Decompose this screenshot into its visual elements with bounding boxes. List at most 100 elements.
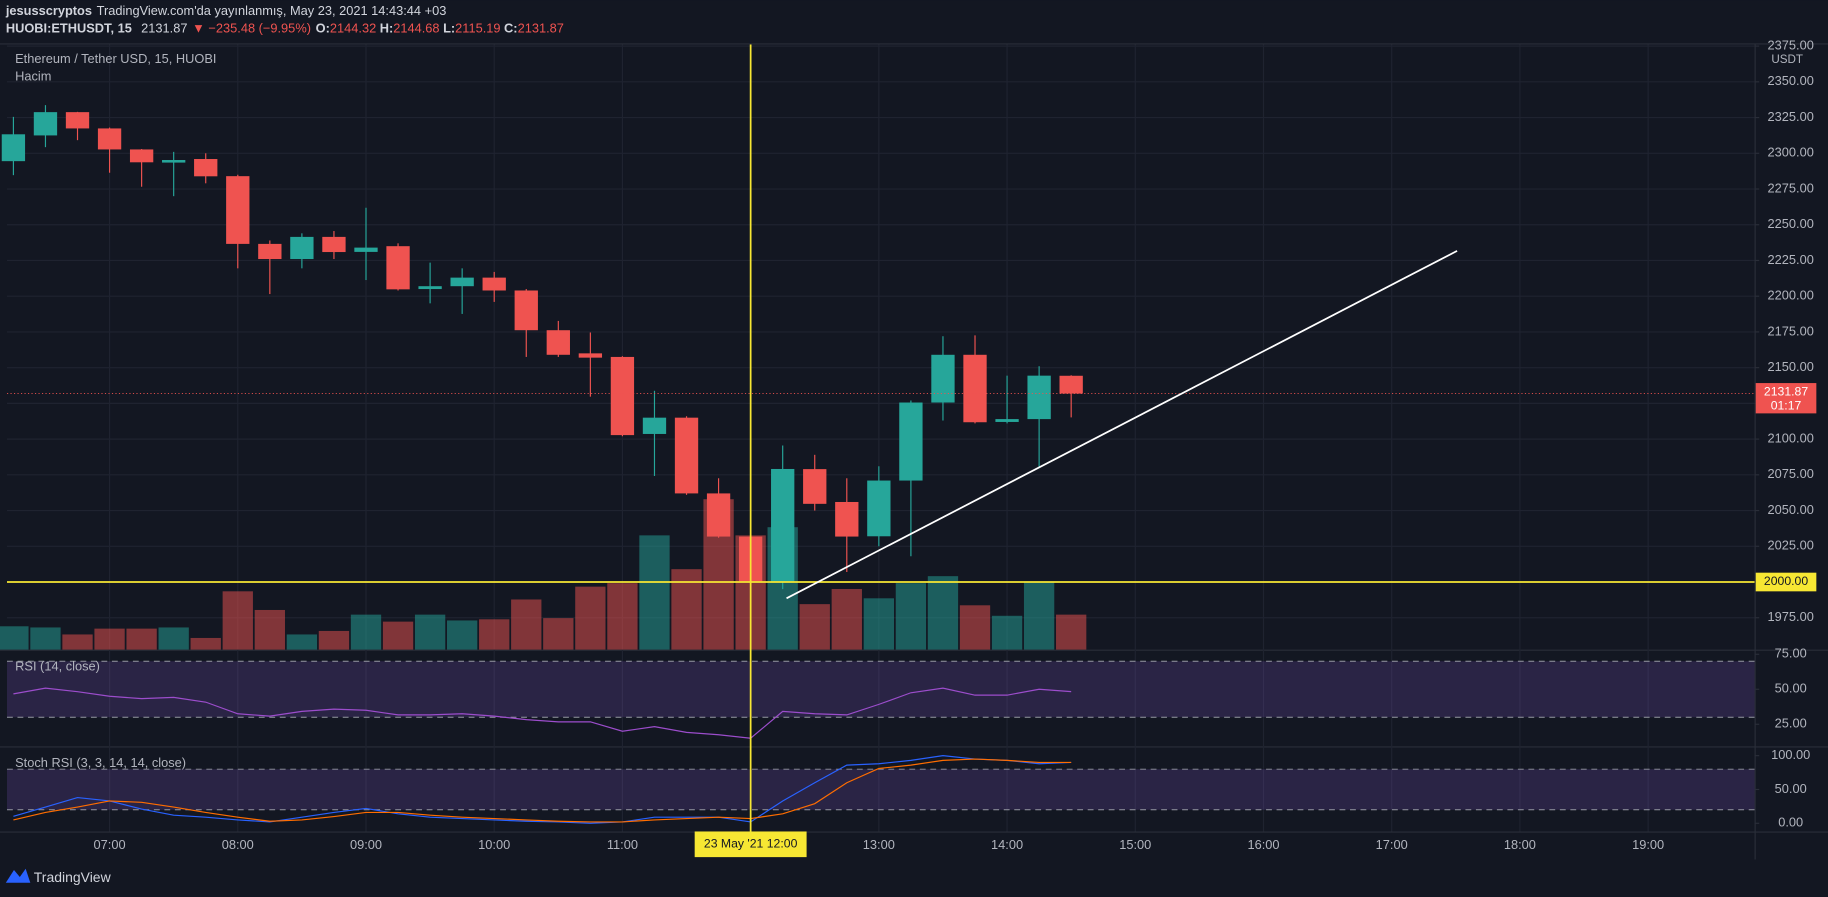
grid-layer — [0, 43, 1828, 860]
candle-body — [290, 236, 314, 260]
horizontal-line-label: 2000.00 — [1764, 574, 1808, 588]
volume-bar — [991, 615, 1023, 650]
candle-body — [995, 419, 1019, 422]
candle-body — [322, 236, 346, 253]
candle-body — [129, 149, 154, 163]
volume-bar — [94, 628, 125, 650]
candle-body — [931, 354, 955, 403]
y-tick-label: 2300.00 — [1768, 145, 1814, 160]
open-value: 2144.32 — [330, 21, 376, 36]
candle-body — [482, 277, 506, 291]
y-tick-label: 2200.00 — [1768, 288, 1814, 303]
candle-body — [1027, 375, 1051, 420]
indicator-line — [13, 758, 1072, 823]
candle-body — [803, 469, 827, 504]
candle-body — [226, 176, 250, 244]
trend-line — [786, 250, 1458, 600]
x-tick-label: 11:00 — [607, 837, 638, 852]
volume-title: Hacim — [15, 69, 51, 84]
author: jesusscryptos — [5, 3, 92, 18]
y-tick-label: 50.00 — [1775, 681, 1807, 696]
close-label: C: — [504, 21, 518, 36]
y-tick-label: 2050.00 — [1768, 502, 1814, 517]
close-value: 2131.87 — [518, 21, 564, 36]
symbol: HUOBI:ETHUSDT, 15 — [6, 21, 132, 36]
overlay-layer: 07:0008:0009:0010:0011:0012:0013:0014:00… — [6, 38, 1817, 858]
y-tick-label: 100.00 — [1771, 747, 1810, 762]
x-tick-label: 13:00 — [863, 837, 895, 852]
vertical-line-label: 23 May '21 12:00 — [704, 837, 798, 851]
candle-body — [835, 501, 859, 537]
volume-bar — [382, 621, 414, 650]
candle-body — [899, 402, 923, 481]
candle-body — [1, 134, 26, 162]
candle-body — [706, 493, 731, 537]
volume-bar — [126, 628, 157, 650]
y-tick-label: 25.00 — [1775, 716, 1807, 731]
candle-body — [546, 330, 570, 355]
brand-name: TradingView — [34, 869, 112, 885]
volume-bar — [414, 614, 446, 650]
volume-bar — [639, 535, 670, 650]
last-price-tag — [1755, 383, 1817, 414]
last-price-label: 2131.87 — [1764, 385, 1808, 399]
x-tick-label: 18:00 — [1504, 837, 1536, 852]
y-tick-label: 2175.00 — [1768, 323, 1814, 338]
candle-body — [963, 354, 987, 423]
volume-bar — [479, 619, 510, 650]
candle-body — [450, 277, 474, 287]
volume-bar — [286, 634, 318, 650]
candle-body — [610, 356, 635, 436]
indicator-line — [13, 755, 1072, 824]
last-price: 2131.87 — [141, 21, 187, 36]
candle-body — [33, 112, 58, 136]
volume-bar — [446, 620, 478, 650]
candle-body — [642, 417, 667, 434]
countdown-label: 01:17 — [1771, 399, 1802, 413]
volume-bar — [799, 604, 830, 650]
x-tick-label: 15:00 — [1119, 837, 1151, 852]
stoch-title: Stoch RSI (3, 3, 14, 14, close) — [15, 755, 186, 770]
candle-body — [258, 243, 282, 260]
candle-body — [97, 128, 122, 150]
volume-bar — [350, 614, 382, 650]
indicator-line — [13, 687, 1072, 739]
y-tick-label: 2350.00 — [1768, 73, 1814, 88]
candle-body — [354, 247, 378, 252]
volume-bar — [575, 586, 606, 650]
y-tick-label: 2275.00 — [1768, 180, 1814, 195]
high-value: 2144.68 — [393, 21, 439, 36]
volume-bar — [831, 588, 862, 650]
low-label: L: — [443, 21, 455, 36]
x-tick-label: 16:00 — [1247, 837, 1279, 852]
y-tick-label: 0.00 — [1778, 815, 1803, 830]
volume-bar — [511, 599, 542, 650]
horizontal-line-tag — [1755, 572, 1817, 592]
volume-bar — [543, 618, 574, 650]
candle-body — [674, 417, 699, 494]
volume-bar — [895, 583, 927, 650]
volume-bar — [927, 576, 959, 650]
volume-bar — [1056, 614, 1087, 650]
header-line: jesusscryptos TradingView.com'da yayınlan… — [5, 3, 447, 18]
candle-body — [1059, 375, 1083, 394]
published: TradingView.com'da yayınlanmış, May 23, … — [97, 3, 447, 18]
rsi-title: RSI (14, close) — [15, 658, 100, 673]
volume-bar — [607, 583, 638, 650]
y-tick-label: 2075.00 — [1768, 466, 1814, 481]
x-tick-label: 19:00 — [1632, 837, 1664, 852]
band — [6, 661, 1755, 718]
low-value: 2115.19 — [455, 21, 500, 36]
candle-body — [162, 160, 186, 163]
y-tick-label: 75.00 — [1775, 646, 1807, 661]
volume-bar — [0, 626, 29, 650]
y-tick-label: 2150.00 — [1768, 359, 1814, 374]
x-tick-label: 09:00 — [350, 837, 382, 852]
band — [6, 769, 1755, 810]
volume-bar — [222, 591, 253, 650]
vertical-line-tag — [694, 831, 807, 858]
candle-body — [386, 246, 410, 290]
brand-logo — [5, 868, 31, 883]
